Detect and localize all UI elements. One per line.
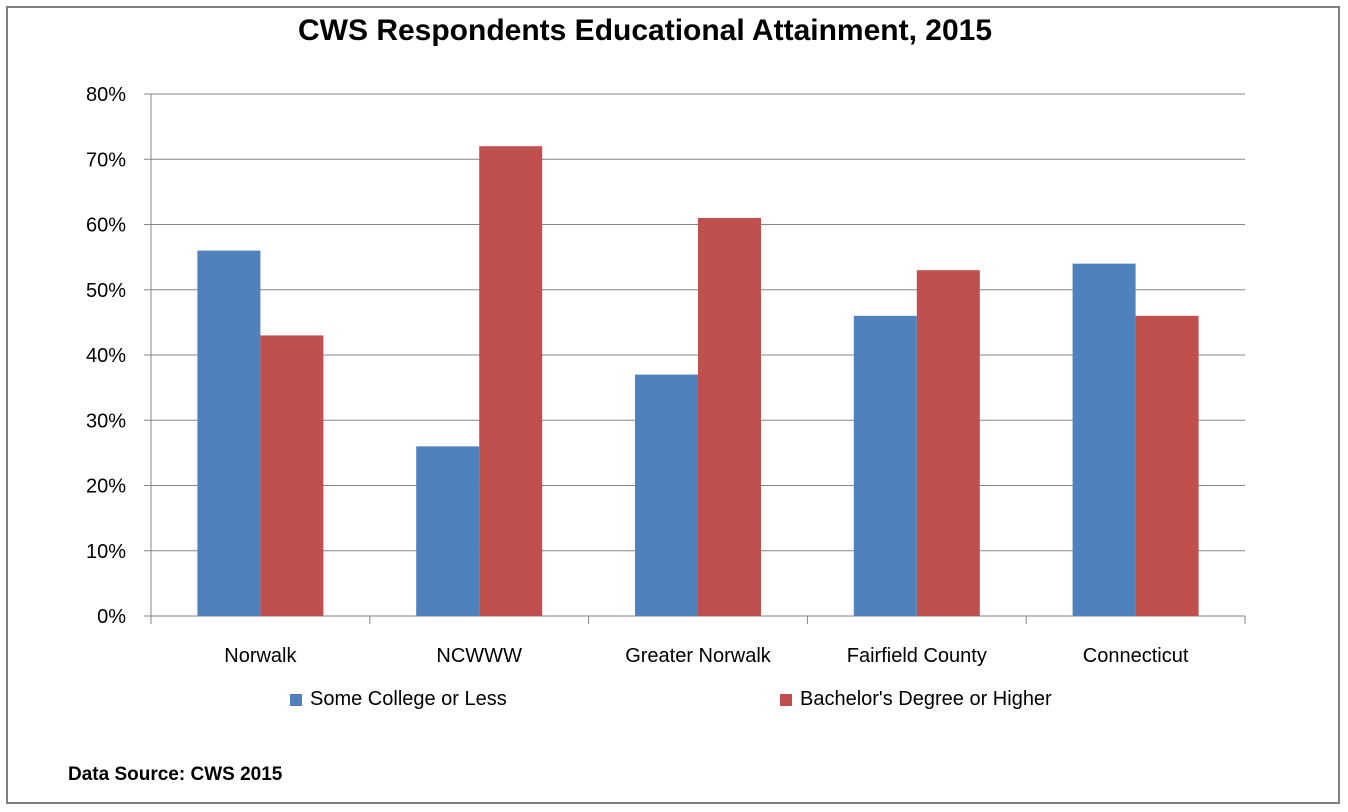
x-tick-label: Fairfield County — [847, 645, 987, 667]
y-tick-label: 30% — [86, 410, 126, 432]
legend-label-bachelors: Bachelor's Degree or Higher — [800, 688, 1052, 710]
y-tick-label: 70% — [86, 149, 126, 171]
y-tick-label: 40% — [86, 345, 126, 367]
legend-swatch-some-college — [290, 693, 302, 706]
y-tick-label: 80% — [86, 84, 126, 106]
bar — [1135, 315, 1199, 616]
legend-label-some-college: Some College or Less — [310, 688, 507, 710]
x-tick-label: Connecticut — [1083, 645, 1189, 667]
x-tick-label: Greater Norwalk — [625, 645, 772, 667]
y-tick-label: 20% — [86, 476, 126, 498]
legend-item-bachelors: Bachelor's Degree or Higher — [780, 688, 1052, 711]
bar — [853, 315, 917, 616]
bar-chart: 0% 10% 20% 30% 40% 50% 60% 70% 80% Norwalk NCWWW Gr… — [86, 84, 1246, 667]
bar — [416, 446, 480, 616]
bar — [197, 250, 261, 616]
bar — [916, 270, 980, 616]
bar — [260, 335, 324, 616]
chart-legend: Some College or Less Bachelor's Degree o… — [0, 688, 1348, 712]
legend-swatch-bachelors — [780, 693, 792, 706]
y-tick-label: 0% — [97, 606, 126, 628]
x-tick-label: Norwalk — [224, 645, 297, 667]
bar — [698, 217, 761, 616]
y-tick-label: 10% — [86, 541, 126, 563]
y-tick-label: 60% — [86, 215, 126, 237]
y-tick-label: 50% — [86, 280, 126, 302]
x-tick-label: NCWWW — [436, 645, 522, 667]
legend-item-some-college: Some College or Less — [290, 688, 507, 711]
bar — [635, 374, 698, 616]
bar — [1072, 263, 1136, 616]
bar — [479, 146, 543, 616]
data-source-note: Data Source: CWS 2015 — [68, 764, 283, 785]
chart-title: CWS Respondents Educational Attainment, … — [298, 14, 992, 47]
